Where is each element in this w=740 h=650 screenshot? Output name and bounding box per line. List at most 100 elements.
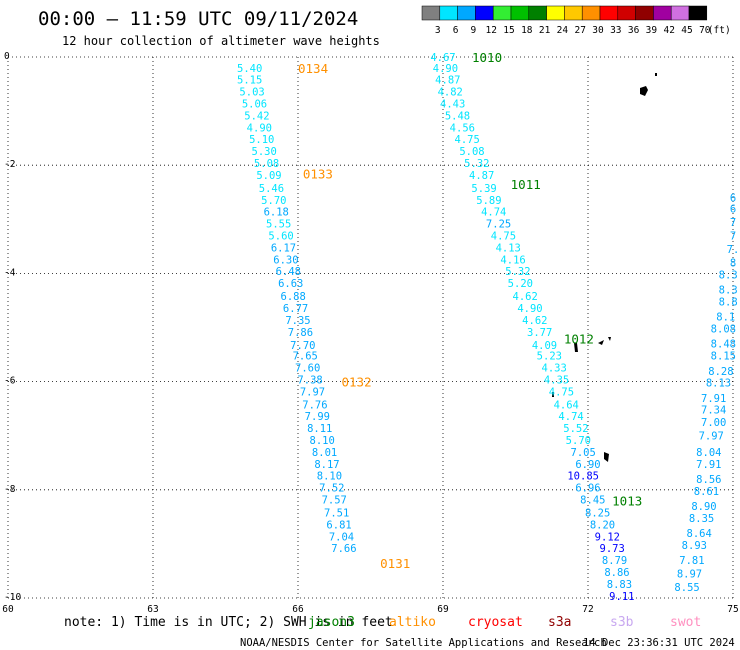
wave-height-value: 8.3	[719, 285, 738, 297]
wave-height-value: 5.70	[261, 195, 286, 207]
wave-height-value: 8.61	[694, 486, 719, 498]
wave-height-value: 8.83	[607, 579, 632, 591]
wave-height-value: 8.56	[696, 474, 721, 486]
wave-height-value: 4.43	[440, 99, 465, 111]
wave-height-value: 4.75	[549, 386, 574, 398]
colorbar-label: 9	[471, 25, 477, 36]
colorbar-swatch	[617, 5, 636, 21]
colorbar-unit: (ft)	[708, 25, 731, 36]
x-tick-label: 60	[2, 604, 14, 615]
pass-label: 1010	[472, 50, 502, 65]
colorbar-swatch	[581, 5, 601, 21]
colorbar-swatch	[688, 5, 708, 21]
colorbar-swatch	[546, 5, 565, 21]
colorbar-label: 70	[699, 25, 711, 36]
wave-height-value: 8.10	[310, 435, 335, 447]
colorbar-label: 24	[557, 25, 569, 36]
wave-height-value: 8.79	[602, 555, 627, 567]
y-axis-ticks: 0 -2 -4 -6 -8 -10	[4, 51, 21, 603]
wave-height-value: 5.23	[537, 351, 562, 363]
wave-height-value: 4.87	[469, 170, 494, 182]
wave-height-value: 8.1	[716, 312, 735, 324]
pass-label: 0132	[342, 375, 372, 390]
wave-height-value: 8.3	[719, 269, 738, 281]
wave-height-value: 5.10	[249, 134, 274, 146]
colorbar-label: 36	[628, 25, 640, 36]
pass-label: 0131	[380, 556, 410, 571]
wave-height-value: 6.90	[575, 459, 600, 471]
wave-height-value: 5.30	[252, 146, 277, 158]
wave-height-value: 8.13	[706, 378, 731, 390]
wave-height-value: 7.91	[701, 393, 726, 405]
wave-height-value: 6.48	[276, 266, 301, 278]
x-axis-ticks: 60 63 66 69 72 75	[2, 604, 738, 615]
colorbar-swatch	[475, 5, 494, 21]
wave-height-value: 4.87	[435, 75, 460, 87]
wave-height-value: 8.93	[682, 540, 707, 552]
wave-height-value: 8.08	[711, 324, 736, 336]
wave-height-value: 10.85	[567, 471, 599, 483]
wave-height-value: 6.88	[281, 291, 306, 303]
pass-label: 1012	[564, 331, 594, 346]
wave-height-value: 4.75	[491, 231, 516, 243]
colorbar-label: 27	[574, 25, 585, 36]
x-tick-label: 69	[437, 604, 449, 615]
wave-height-value: 8.97	[677, 569, 702, 581]
legend-swot: swot	[670, 615, 701, 630]
colorbar-swatch	[421, 5, 441, 21]
note-text: note: 1) Time is in UTC; 2) SWH is in fe…	[64, 615, 393, 630]
wave-height-value: 6	[730, 193, 736, 205]
island-6	[552, 392, 554, 397]
pass-label: 1011	[511, 177, 541, 192]
colorbar-label: 33	[610, 25, 621, 36]
credit-text: NOAA/NESDIS Center for Satellite Applica…	[240, 637, 607, 649]
wave-height-value: 7.51	[324, 508, 349, 520]
colorbar-legend: 3 6 9 12 15 18 21 24 27 30 33 36 39 42 45 70(ft)	[421, 5, 731, 36]
wave-height-value: 4.64	[554, 399, 579, 411]
wave-height-value: 7	[730, 231, 736, 243]
wave-height-value: 5.32	[464, 158, 489, 170]
island-1	[655, 73, 657, 76]
wave-height-value: 5.32	[505, 266, 530, 278]
wave-height-value: 4.13	[496, 242, 521, 254]
wave-height-value: 8.17	[314, 459, 339, 471]
wave-height-value: 5.08	[459, 146, 484, 158]
y-tick-label: 0	[4, 51, 10, 62]
wave-height-value: 3.77	[527, 327, 552, 339]
colorbar-swatch	[564, 5, 583, 21]
wave-height-value: 7.65	[293, 351, 318, 363]
wave-height-value: 9.73	[600, 543, 625, 555]
colorbar-label: 6	[453, 25, 459, 36]
colorbar-swatch	[635, 5, 654, 21]
wave-height-value: 4.67	[430, 52, 455, 64]
island-shapes	[552, 73, 657, 462]
satellite-legend: jason3 altiko cryosat s3a s3b swot	[308, 615, 701, 630]
wave-height-value: 6	[730, 203, 736, 215]
legend-jason3: jason3	[308, 615, 355, 630]
wave-height-value: 4.56	[450, 122, 475, 134]
wave-height-value: 8.55	[674, 582, 699, 594]
wave-height-value: 6.81	[326, 519, 351, 531]
wave-height-points: 5.405.155.035.065.424.905.105.305.085.09…	[237, 52, 739, 603]
y-tick-label: -6	[4, 376, 16, 387]
map-grid	[7, 56, 734, 599]
wave-height-value: 7.57	[322, 495, 347, 507]
wave-height-value: 5.55	[266, 219, 291, 231]
wave-height-value: 4.90	[517, 303, 542, 315]
wave-height-value: 8.90	[691, 501, 716, 513]
wave-height-value: 8.64	[687, 528, 712, 540]
wave-height-value: 5.03	[239, 87, 264, 99]
wave-height-value: 5.52	[563, 423, 588, 435]
wave-height-value: 8.35	[689, 513, 714, 525]
legend-cryosat: cryosat	[468, 615, 523, 630]
y-tick-label: -10	[4, 592, 21, 603]
x-tick-label: 72	[582, 604, 593, 615]
wave-height-value: 8.20	[590, 519, 615, 531]
wave-height-value: 6.17	[271, 242, 296, 254]
wave-height-value: 4.90	[433, 63, 458, 75]
island-3	[574, 343, 578, 352]
colorbar-label: 30	[592, 25, 604, 36]
wave-height-value: 5.20	[508, 278, 533, 290]
wave-height-value: 7.70	[290, 340, 315, 352]
